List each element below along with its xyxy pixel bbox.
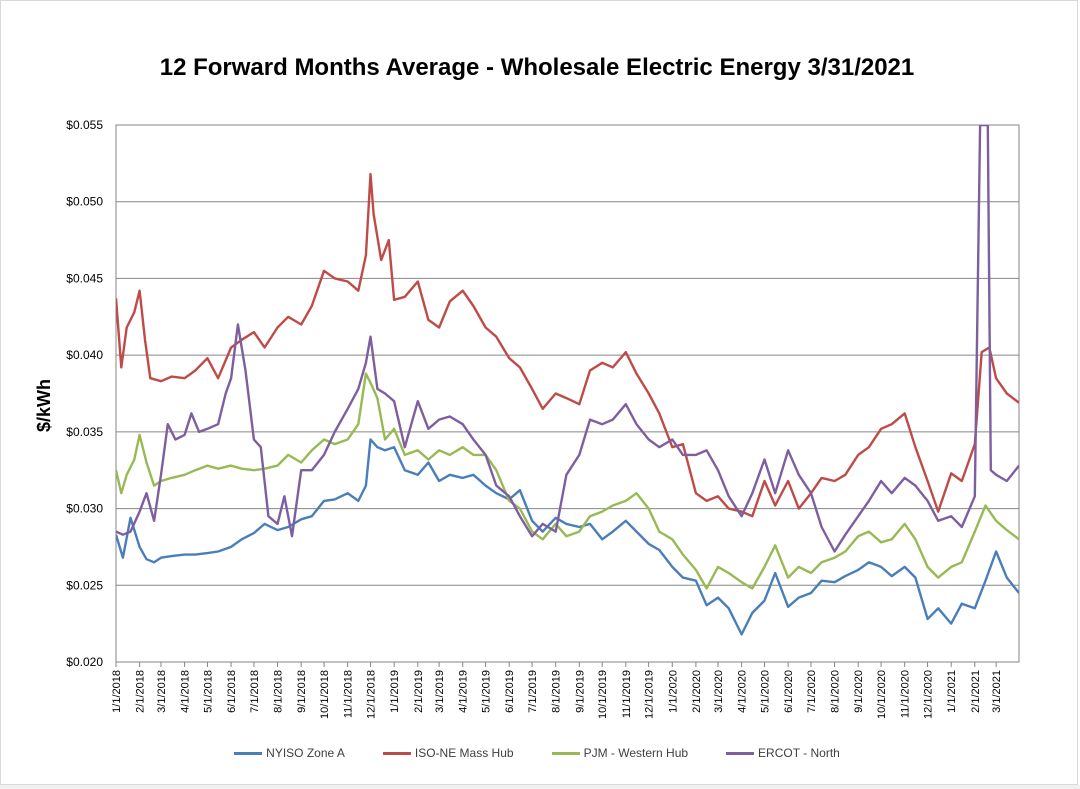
legend-entry: ERCOT - North (726, 746, 840, 760)
y-tick-label: $0.025 (66, 578, 103, 592)
x-tick-label: 5/1/2019 (481, 670, 493, 713)
y-tick-label: $0.035 (66, 425, 103, 439)
x-tick-label: 8/1/2020 (830, 670, 842, 713)
y-tick-label: $0.040 (66, 348, 103, 362)
x-tick-label: 7/1/2019 (527, 670, 539, 713)
x-tick-label: 11/1/2018 (343, 670, 355, 718)
x-tick-label: 6/1/2018 (226, 670, 238, 713)
legend-label: PJM - Western Hub (584, 746, 688, 760)
x-tick-label: 4/1/2019 (458, 670, 470, 713)
x-tick-label: 2/1/2020 (691, 670, 703, 713)
x-tick-label: 3/1/2020 (713, 670, 725, 713)
y-tick-label: $0.045 (66, 271, 103, 285)
x-tick-label: 12/1/2019 (644, 670, 656, 719)
x-tick-label: 2/1/2018 (135, 670, 147, 713)
x-tick-label: 5/1/2020 (759, 670, 771, 713)
x-tick-label: 11/1/2019 (621, 670, 633, 718)
legend-entry: ISO-NE Mass Hub (383, 746, 514, 760)
x-tick-label: 3/1/2019 (434, 670, 446, 713)
line-chart: $0.020 $0.025 $0.030 $0.035 $0.040 $0.045 $0.0… (0, 0, 1080, 789)
x-tick-label: 4/1/2018 (180, 670, 192, 713)
x-tick-label: 6/1/2020 (783, 670, 795, 713)
x-tick-label: 12/1/2020 (923, 670, 935, 719)
y-tick-label: $0.050 (66, 195, 103, 209)
x-tick-label: 3/1/2018 (156, 670, 168, 713)
series-line-pjm-western-hub (116, 374, 1019, 589)
legend: NYISO Zone A ISO-NE Mass Hub PJM - Western… (0, 746, 1074, 760)
x-tick-label: 8/1/2018 (273, 670, 285, 713)
x-tick-label: 10/1/2020 (876, 670, 888, 719)
legend-swatch (726, 752, 754, 755)
x-tick-label: 6/1/2019 (504, 670, 516, 713)
legend-label: ISO-NE Mass Hub (415, 746, 514, 760)
x-tick-label: 9/1/2018 (296, 670, 308, 713)
plot-area (116, 125, 1019, 662)
x-tick-label: 2/1/2019 (413, 670, 425, 713)
x-tick-label: 12/1/2018 (366, 670, 378, 719)
x-tick-label: 4/1/2020 (737, 670, 749, 713)
x-tick-label: 7/1/2018 (249, 670, 261, 713)
x-tick-label: 10/1/2018 (319, 670, 331, 719)
bottom-strip (0, 785, 1080, 789)
y-tick-label: $0.055 (66, 118, 103, 132)
x-tick-label: 1/1/2018 (111, 670, 123, 713)
x-tick-label: 11/1/2020 (900, 670, 912, 718)
x-tick-label: 9/1/2019 (574, 670, 586, 713)
x-tick-label: 10/1/2019 (597, 670, 609, 719)
legend-swatch (383, 752, 411, 755)
x-tick-label: 2/1/2021 (970, 670, 982, 713)
x-tick-label: 1/1/2020 (667, 670, 679, 713)
y-tick-label: $0.030 (66, 502, 103, 516)
x-tick-label: 3/1/2021 (991, 670, 1003, 713)
series-line-iso-ne-mass-hub (116, 174, 1019, 516)
x-tick-label: 1/1/2019 (389, 670, 401, 713)
legend-entry: NYISO Zone A (234, 746, 345, 760)
legend-label: ERCOT - North (758, 746, 840, 760)
x-tick-label: 8/1/2019 (551, 670, 563, 713)
x-tick-label: 9/1/2020 (853, 670, 865, 713)
series-line-ercot-north (116, 125, 1019, 552)
x-tick-label: 5/1/2018 (202, 670, 214, 713)
legend-label: NYISO Zone A (266, 746, 345, 760)
legend-swatch (552, 752, 580, 755)
y-tick-label: $0.020 (66, 655, 103, 669)
x-tick-label: 7/1/2020 (806, 670, 818, 713)
legend-swatch (234, 752, 262, 755)
legend-entry: PJM - Western Hub (552, 746, 688, 760)
x-tick-label: 1/1/2021 (946, 670, 958, 713)
